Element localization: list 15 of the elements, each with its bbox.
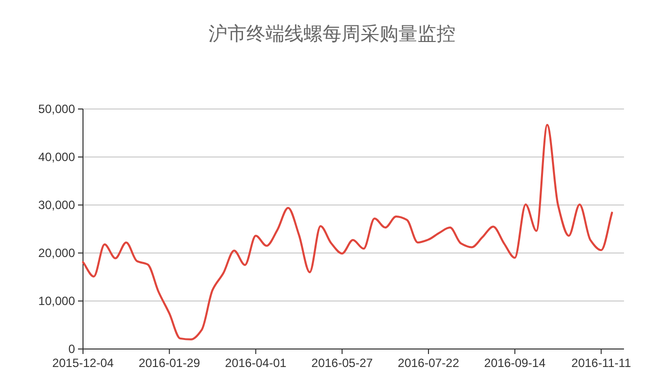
x-tick-label: 2016-11-11	[571, 356, 632, 370]
x-tick-label: 2016-05-27	[311, 356, 374, 370]
y-tick-label: 50,000	[38, 102, 76, 116]
y-tick-label: 10,000	[38, 294, 76, 308]
y-tick-label: 20,000	[38, 246, 76, 260]
x-tick-label: 2016-07-22	[398, 356, 460, 370]
y-tick-label: 40,000	[38, 150, 76, 164]
x-tick-label: 2016-09-14	[484, 356, 546, 370]
chart-title: 沪市终端线螺每周采购量监控	[208, 23, 456, 45]
x-tick-label: 2016-04-01	[225, 356, 287, 370]
y-tick-label: 0	[68, 342, 76, 356]
line-series	[82, 124, 613, 340]
y-tick-label: 30,000	[38, 198, 76, 212]
x-tick-label: 2015-12-04	[52, 356, 114, 370]
x-tick-label: 2016-01-29	[138, 356, 200, 370]
